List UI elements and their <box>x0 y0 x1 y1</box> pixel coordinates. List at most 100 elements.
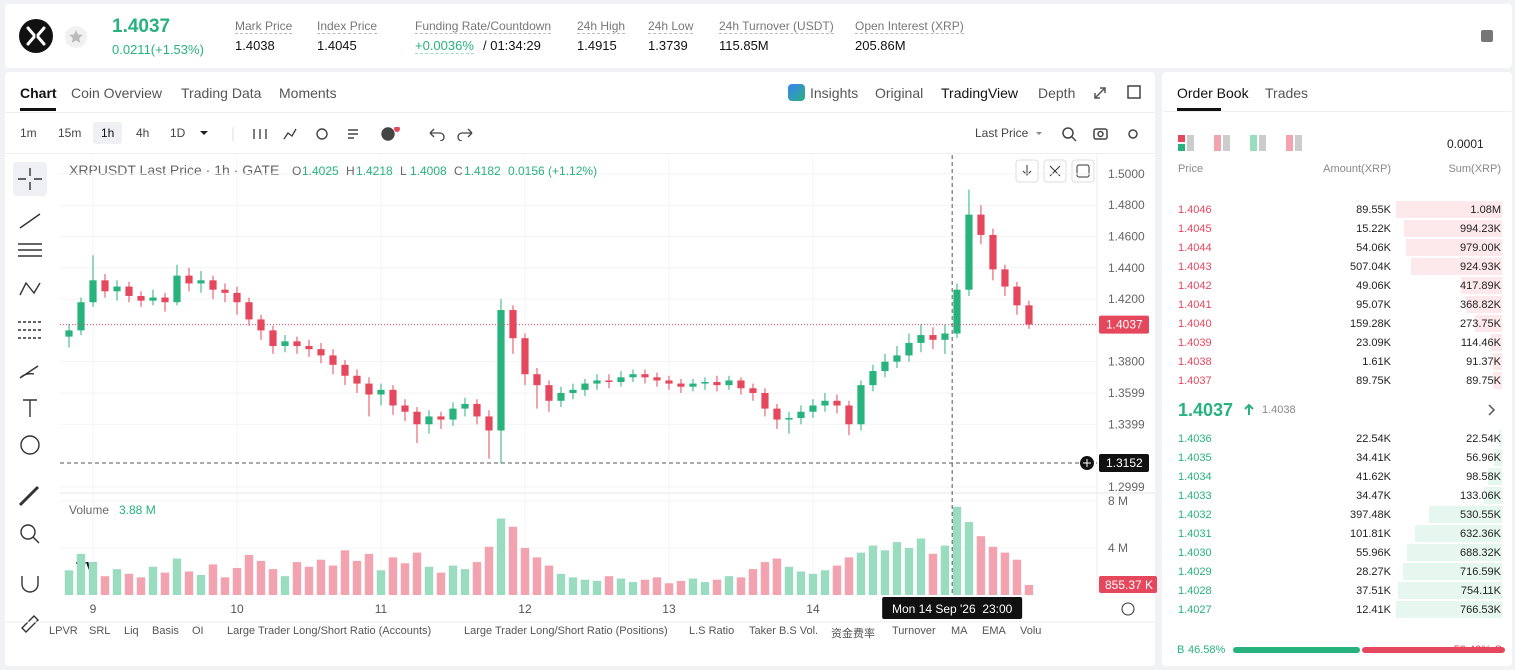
book-price[interactable]: 1.4040 <box>1178 318 1212 330</box>
book-price[interactable]: 1.4041 <box>1178 299 1212 311</box>
book-price[interactable]: 1.4035 <box>1178 452 1212 464</box>
book-price[interactable]: 1.4037 <box>1178 375 1212 387</box>
candle-body <box>89 280 97 303</box>
candle-body <box>665 380 673 384</box>
volume-bar <box>376 570 386 595</box>
indicator[interactable]: Large Trader Long/Short Ratio (Positions… <box>464 625 668 637</box>
legend-key: H <box>346 164 355 178</box>
view-tab[interactable]: Insights <box>810 85 859 101</box>
precision[interactable]: 0.0001 <box>1447 137 1484 151</box>
indicator[interactable]: Taker B.S Vol. <box>749 625 819 637</box>
view-tab[interactable]: Depth <box>1038 85 1076 101</box>
settings-icon[interactable] <box>1121 602 1135 616</box>
book-price[interactable]: 1.4030 <box>1178 547 1212 559</box>
candle-body <box>713 382 721 386</box>
chevron[interactable] <box>1486 403 1498 417</box>
candle-body <box>917 335 925 343</box>
candle-body <box>281 341 289 347</box>
volume-bar <box>772 558 782 595</box>
candle-body <box>821 400 829 406</box>
interval[interactable]: 1D <box>170 126 186 140</box>
volume-bar <box>184 571 194 595</box>
active-tab-underline <box>20 108 56 111</box>
book-price[interactable]: 1.4034 <box>1178 471 1212 483</box>
last-volume-tag <box>1099 576 1157 593</box>
indicator[interactable]: L.S Ratio <box>689 625 735 637</box>
undo-redo[interactable] <box>426 127 476 141</box>
book-price[interactable]: 1.4042 <box>1178 280 1212 292</box>
view-tab[interactable]: Original <box>875 85 924 101</box>
indicator[interactable]: LPVR <box>49 625 78 637</box>
candle-body <box>377 389 385 395</box>
candle-body <box>317 349 325 356</box>
chart-tools[interactable] <box>196 127 416 141</box>
book-amount: 54.06K <box>1356 242 1391 254</box>
volume-bar <box>172 558 182 595</box>
candle-body <box>485 416 493 431</box>
book-price[interactable]: 1.4027 <box>1178 604 1212 616</box>
volume-bar <box>844 557 854 595</box>
indicator[interactable]: EMA <box>982 625 1006 637</box>
book-sum: 1.08M <box>1470 204 1501 216</box>
indicator[interactable]: Turnover <box>892 625 936 637</box>
volume-bar <box>400 563 410 595</box>
legend-value: 1.4182 <box>464 164 501 178</box>
chart-buttons[interactable] <box>1015 159 1095 183</box>
indicator[interactable]: Liq <box>124 625 139 637</box>
chart-tab[interactable]: Chart <box>20 85 57 101</box>
stat-label: 24h High <box>577 19 626 34</box>
chart-tab[interactable]: Trading Data <box>181 85 262 101</box>
book-price[interactable]: 1.4028 <box>1178 585 1212 597</box>
candle-body <box>401 405 409 412</box>
book-amount: 28.27K <box>1356 566 1391 578</box>
book-view-toggles[interactable] <box>1178 135 1308 151</box>
candle-body <box>209 280 217 290</box>
book-price[interactable]: 1.4033 <box>1178 490 1212 502</box>
book-price[interactable]: 1.4044 <box>1178 242 1212 254</box>
candle-body <box>437 416 445 420</box>
book-tab[interactable]: Order Book <box>1177 85 1249 101</box>
interval[interactable]: 15m <box>58 126 82 140</box>
volume-bar <box>208 564 218 595</box>
indicator[interactable]: Large Trader Long/Short Ratio (Accounts) <box>227 625 432 637</box>
calculator-icon[interactable] <box>1478 27 1496 45</box>
price-source[interactable]: Last Price <box>975 126 1029 140</box>
indicator[interactable]: SRL <box>89 625 111 637</box>
indicator[interactable]: MA <box>951 625 968 637</box>
indicator[interactable]: Volu <box>1020 625 1042 637</box>
book-amount: 159.28K <box>1350 318 1391 330</box>
panel-icons[interactable] <box>1092 84 1152 102</box>
book-price[interactable]: 1.4043 <box>1178 261 1212 273</box>
view-tab[interactable]: TradingView <box>941 85 1019 101</box>
candle-body <box>797 411 805 418</box>
x-tick-label: 12 <box>518 602 532 616</box>
book-price[interactable]: 1.4036 <box>1178 433 1212 445</box>
book-price[interactable]: 1.4038 <box>1178 356 1212 368</box>
indicator[interactable]: Basis <box>152 625 179 637</box>
interval[interactable]: 1m <box>20 126 37 140</box>
book-tab[interactable]: Trades <box>1265 85 1309 101</box>
up-arrow <box>1244 403 1254 415</box>
book-price[interactable]: 1.4046 <box>1178 204 1212 216</box>
drawing-toolbar[interactable] <box>12 160 52 640</box>
book-amount: 101.81K <box>1350 528 1391 540</box>
volume-bar <box>748 569 758 595</box>
book-amount: 397.48K <box>1350 509 1391 521</box>
favorite-star[interactable] <box>64 25 88 49</box>
interval[interactable]: 1h <box>93 122 123 144</box>
indicator[interactable]: OI <box>192 625 204 637</box>
chart-settings-icons[interactable] <box>1034 126 1144 142</box>
chart-tab[interactable]: Coin Overview <box>71 85 163 101</box>
volume-bar <box>964 522 974 595</box>
candle-body <box>461 403 469 409</box>
volume-bar <box>556 573 566 595</box>
interval[interactable]: 4h <box>136 126 150 140</box>
book-price[interactable]: 1.4045 <box>1178 223 1212 235</box>
book-price[interactable]: 1.4029 <box>1178 566 1212 578</box>
volume-bar <box>484 546 494 595</box>
indicator[interactable]: 资金费率 <box>831 628 875 640</box>
book-price[interactable]: 1.4039 <box>1178 337 1212 349</box>
book-price[interactable]: 1.4031 <box>1178 528 1212 540</box>
chart-tab[interactable]: Moments <box>279 85 337 101</box>
book-price[interactable]: 1.4032 <box>1178 509 1212 521</box>
